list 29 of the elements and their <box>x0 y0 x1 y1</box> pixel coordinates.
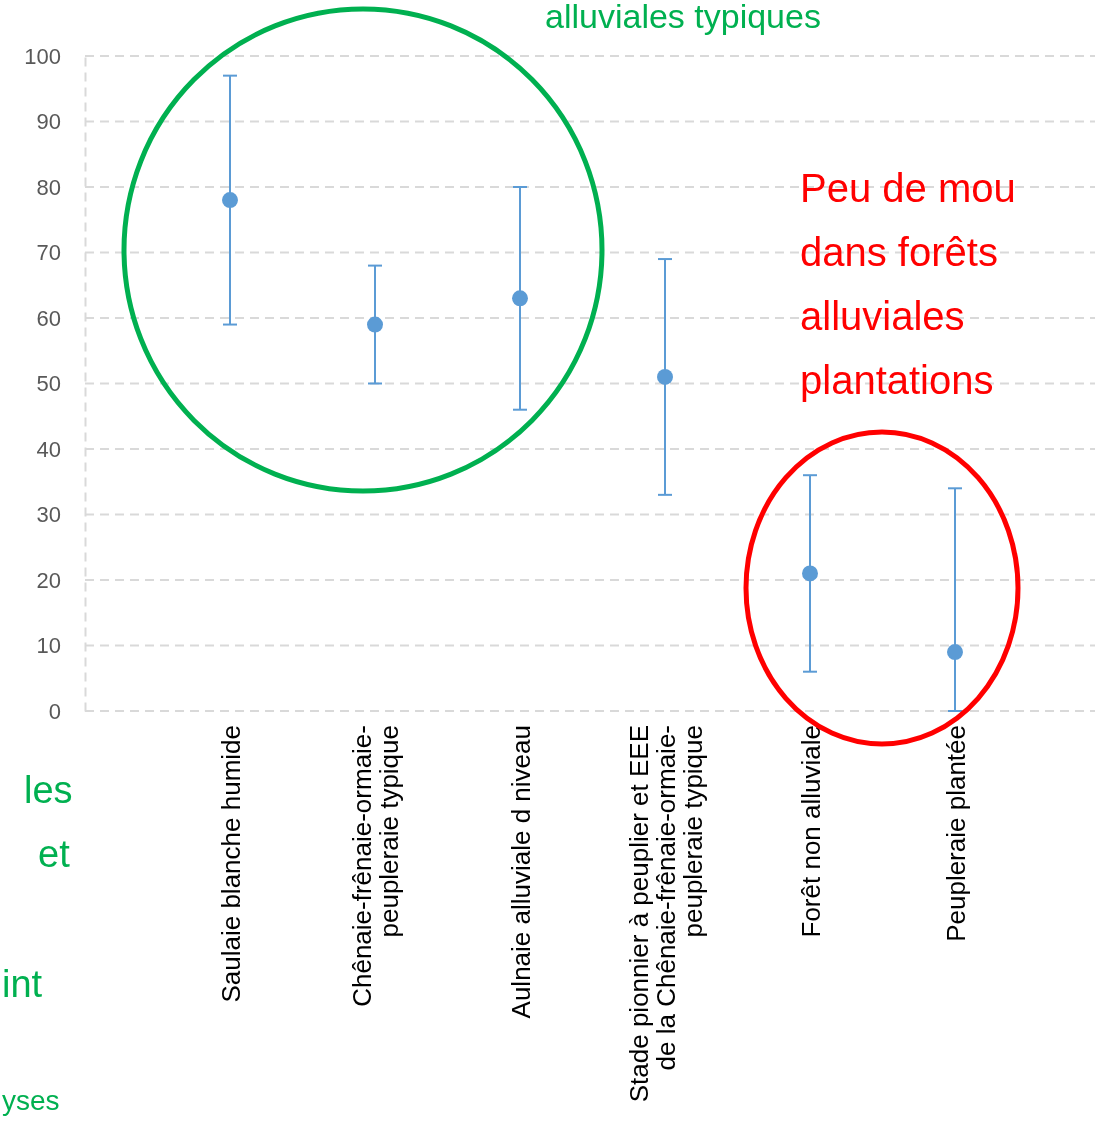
point <box>512 290 528 307</box>
text: int <box>2 963 43 1005</box>
y-tick-label: 50 <box>36 371 61 397</box>
y-tick-label: 10 <box>36 633 61 659</box>
y-tick-label: 80 <box>36 174 61 200</box>
x-tick-label: Forêt non alluviale <box>795 725 826 938</box>
x-tick-label: Chênaie-frênaie-ormaie-peupleraie typique <box>347 725 404 1007</box>
text: les <box>24 769 73 811</box>
x-tick-label: Aulnaie alluviale d niveau <box>505 725 536 1019</box>
y-tick-label: 40 <box>36 436 61 462</box>
y-tick-label: 20 <box>36 567 61 593</box>
point <box>657 368 673 385</box>
text: yses <box>2 1085 60 1116</box>
x-tick-label: Saulaie blanche humide <box>215 725 246 1003</box>
annotation: Peu de mou dans forêts alluviales plantations <box>800 166 1016 402</box>
text: et <box>38 833 71 875</box>
x-tick-label: Peupleraie plantée <box>940 725 971 942</box>
x-tick-label: Stade pionnier à peuplier et EEE de la Chênaie-frênaie-ormaie-peupleraie typique <box>623 725 708 1103</box>
y-tick-label: 90 <box>36 109 61 135</box>
y-tick-label: 70 <box>36 240 61 266</box>
point <box>222 192 238 209</box>
text: alluviales typiques <box>545 0 821 35</box>
point <box>367 316 383 333</box>
point <box>802 565 818 582</box>
y-tick-label: 30 <box>36 502 61 528</box>
y-tick-label: 100 <box>24 43 61 69</box>
y-tick-label: 60 <box>36 305 61 331</box>
point <box>947 644 963 661</box>
y-tick-label: 0 <box>48 698 61 724</box>
